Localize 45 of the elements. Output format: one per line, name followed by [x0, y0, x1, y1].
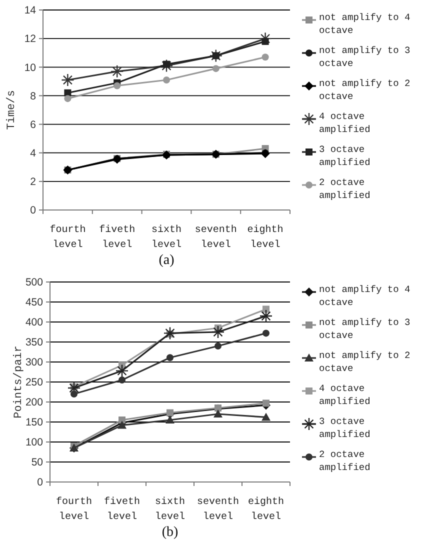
y-axis-title: Points/pair	[13, 346, 25, 418]
legend-label: not amplify to 4 octave	[319, 12, 411, 36]
legend-label: not amplify to 2 octave	[319, 350, 411, 374]
text: (a)	[158, 253, 175, 268]
legend-label: 4 octave amplified	[319, 111, 370, 135]
y-tick-label: 400	[25, 316, 44, 329]
y-tick-label: 350	[25, 336, 44, 349]
y-tick-label: 6	[30, 118, 36, 131]
x-tick-label: eighth level	[247, 224, 284, 251]
y-tick-label: 250	[25, 376, 44, 389]
y-tick-label: 200	[25, 396, 44, 409]
legend-label: not amplify to 3 octave	[319, 317, 411, 341]
legend-label: 3 octave amplified	[319, 416, 370, 440]
legend-label: not amplify to 2 octave	[319, 78, 411, 102]
y-tick-label: 300	[25, 356, 44, 369]
x-tick-label: fiveth level	[104, 496, 140, 523]
y-tick-label: 10	[24, 62, 36, 74]
legend-label: 2 octave amplified	[319, 177, 370, 201]
x-tick-label: fiveth level	[99, 224, 136, 251]
x-tick-label: seventh level	[194, 224, 237, 251]
legend-label: 2 octave amplified	[319, 449, 370, 473]
legend-label: not amplify to 3 octave	[319, 45, 411, 69]
y-tick-label: 100	[25, 436, 44, 449]
y-tick-label: 0	[37, 476, 44, 489]
x-tick-label: eighth level	[248, 496, 284, 523]
x-tick-label: sixth level	[151, 224, 182, 251]
y-tick-label: 12	[24, 33, 36, 46]
x-tick-label: seventh level	[196, 496, 240, 523]
x-tick-label: fourth level	[56, 496, 92, 523]
y-tick-label: 50	[31, 456, 44, 469]
y-tick-label: 450	[25, 296, 44, 309]
legend-label: 4 octave amplified	[319, 383, 370, 407]
legend-label: not amplify to 4 octave	[319, 284, 411, 308]
y-tick-label: 8	[30, 90, 36, 102]
y-axis-title: Time/s	[6, 90, 18, 130]
legend-label: 3 octave amplified	[319, 144, 370, 168]
x-tick-label: sixth level	[154, 496, 186, 523]
y-tick-label: 0	[30, 204, 36, 217]
y-tick-label: 14	[24, 4, 36, 17]
text: (b)	[162, 525, 178, 540]
x-tick-label: fourth level	[50, 224, 86, 251]
y-tick-label: 2	[30, 176, 36, 188]
y-tick-label: 4	[30, 148, 36, 160]
y-tick-label: 500	[25, 276, 44, 289]
y-tick-label: 150	[25, 416, 44, 429]
